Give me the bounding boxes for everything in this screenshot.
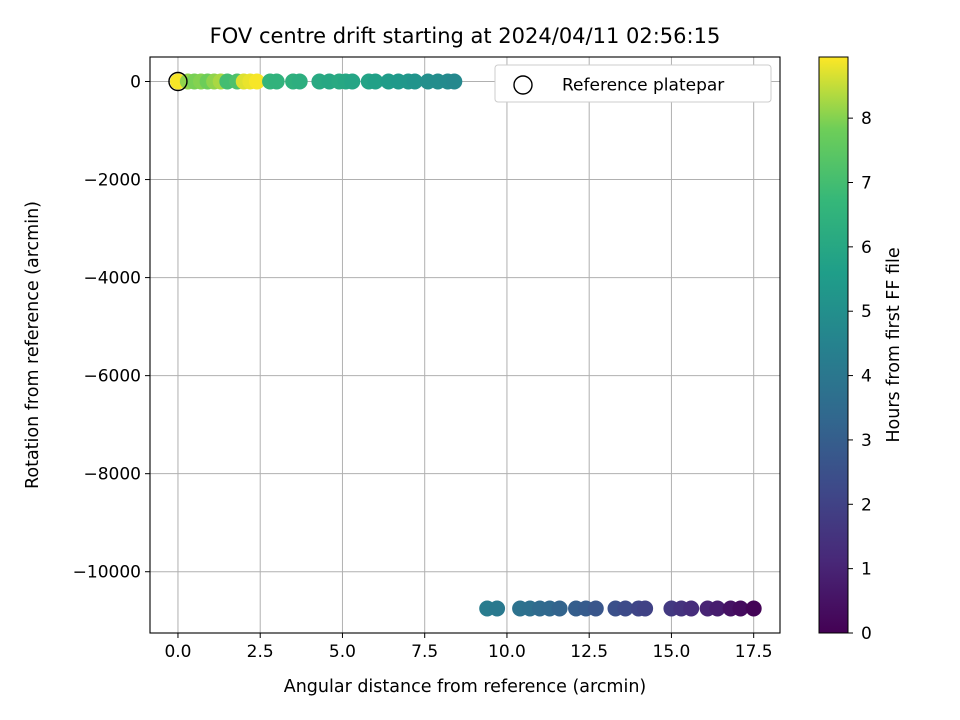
data-point — [551, 600, 568, 617]
y-tick-label: −2000 — [83, 171, 141, 191]
colorbar-tick-label: 3 — [861, 431, 872, 451]
data-point — [617, 600, 634, 617]
y-tick-label: −6000 — [83, 367, 141, 387]
data-point — [587, 600, 604, 617]
data-point — [248, 73, 265, 90]
data-point — [732, 600, 749, 617]
colorbar-tick-label: 5 — [861, 302, 872, 322]
data-point — [489, 600, 506, 617]
colorbar: 0 1 2 3 4 5 6 7 8 Hours from first FF file — [818, 56, 904, 644]
legend-label-reference-platepar: Reference platepar — [562, 76, 724, 96]
x-tick-label: 5.0 — [329, 642, 356, 662]
colorbar-tick-label: 4 — [861, 367, 872, 387]
data-points — [168, 71, 762, 617]
data-point — [446, 73, 463, 90]
data-point — [367, 73, 384, 90]
colorbar-tick-label: 1 — [861, 560, 872, 580]
plot-frame — [149, 56, 781, 634]
colorbar-tick-label: 8 — [861, 109, 872, 129]
colorbar-label: Hours from first FF file — [884, 247, 904, 442]
reference-platepar-marker — [168, 71, 188, 92]
data-point — [683, 600, 700, 617]
data-point — [406, 73, 423, 90]
axis-ticks: 0.0 2.5 5.0 7.5 10.0 12.5 15.0 17.5 0 −2000 −4000 −… — [73, 73, 773, 662]
colorbar-gradient — [818, 56, 849, 634]
colorbar-tick-label: 6 — [861, 238, 872, 258]
x-tick-label: 15.0 — [653, 642, 691, 662]
legend-marker-reference-platepar — [513, 75, 533, 95]
x-tick-label: 17.5 — [735, 642, 773, 662]
data-point — [745, 600, 762, 617]
y-tick-label: 0 — [130, 73, 141, 93]
data-point — [291, 73, 308, 90]
y-axis-label: Rotation from reference (arcmin) — [23, 201, 43, 489]
data-point — [709, 600, 726, 617]
y-tick-label: −10000 — [73, 563, 141, 583]
colorbar-tick-label: 2 — [861, 495, 872, 515]
x-axis-label: Angular distance from reference (arcmin) — [284, 677, 647, 697]
legend: Reference platepar — [494, 64, 772, 103]
grid — [150, 57, 780, 633]
colorbar-ticks: 0 1 2 3 4 5 6 7 8 — [848, 109, 872, 644]
colorbar-tick-label: 7 — [861, 173, 872, 193]
data-point — [637, 600, 654, 617]
x-tick-label: 12.5 — [570, 642, 608, 662]
legend-box — [494, 64, 772, 103]
x-tick-label: 0.0 — [164, 642, 191, 662]
x-tick-label: 2.5 — [247, 642, 274, 662]
data-point — [344, 73, 361, 90]
x-tick-label: 7.5 — [411, 642, 438, 662]
colorbar-tick-label: 0 — [861, 624, 872, 644]
y-tick-label: −8000 — [83, 465, 141, 485]
data-point — [268, 73, 285, 90]
x-tick-label: 10.0 — [488, 642, 526, 662]
chart-title: FOV centre drift starting at 2024/04/11 … — [210, 24, 721, 48]
y-tick-label: −4000 — [83, 269, 141, 289]
